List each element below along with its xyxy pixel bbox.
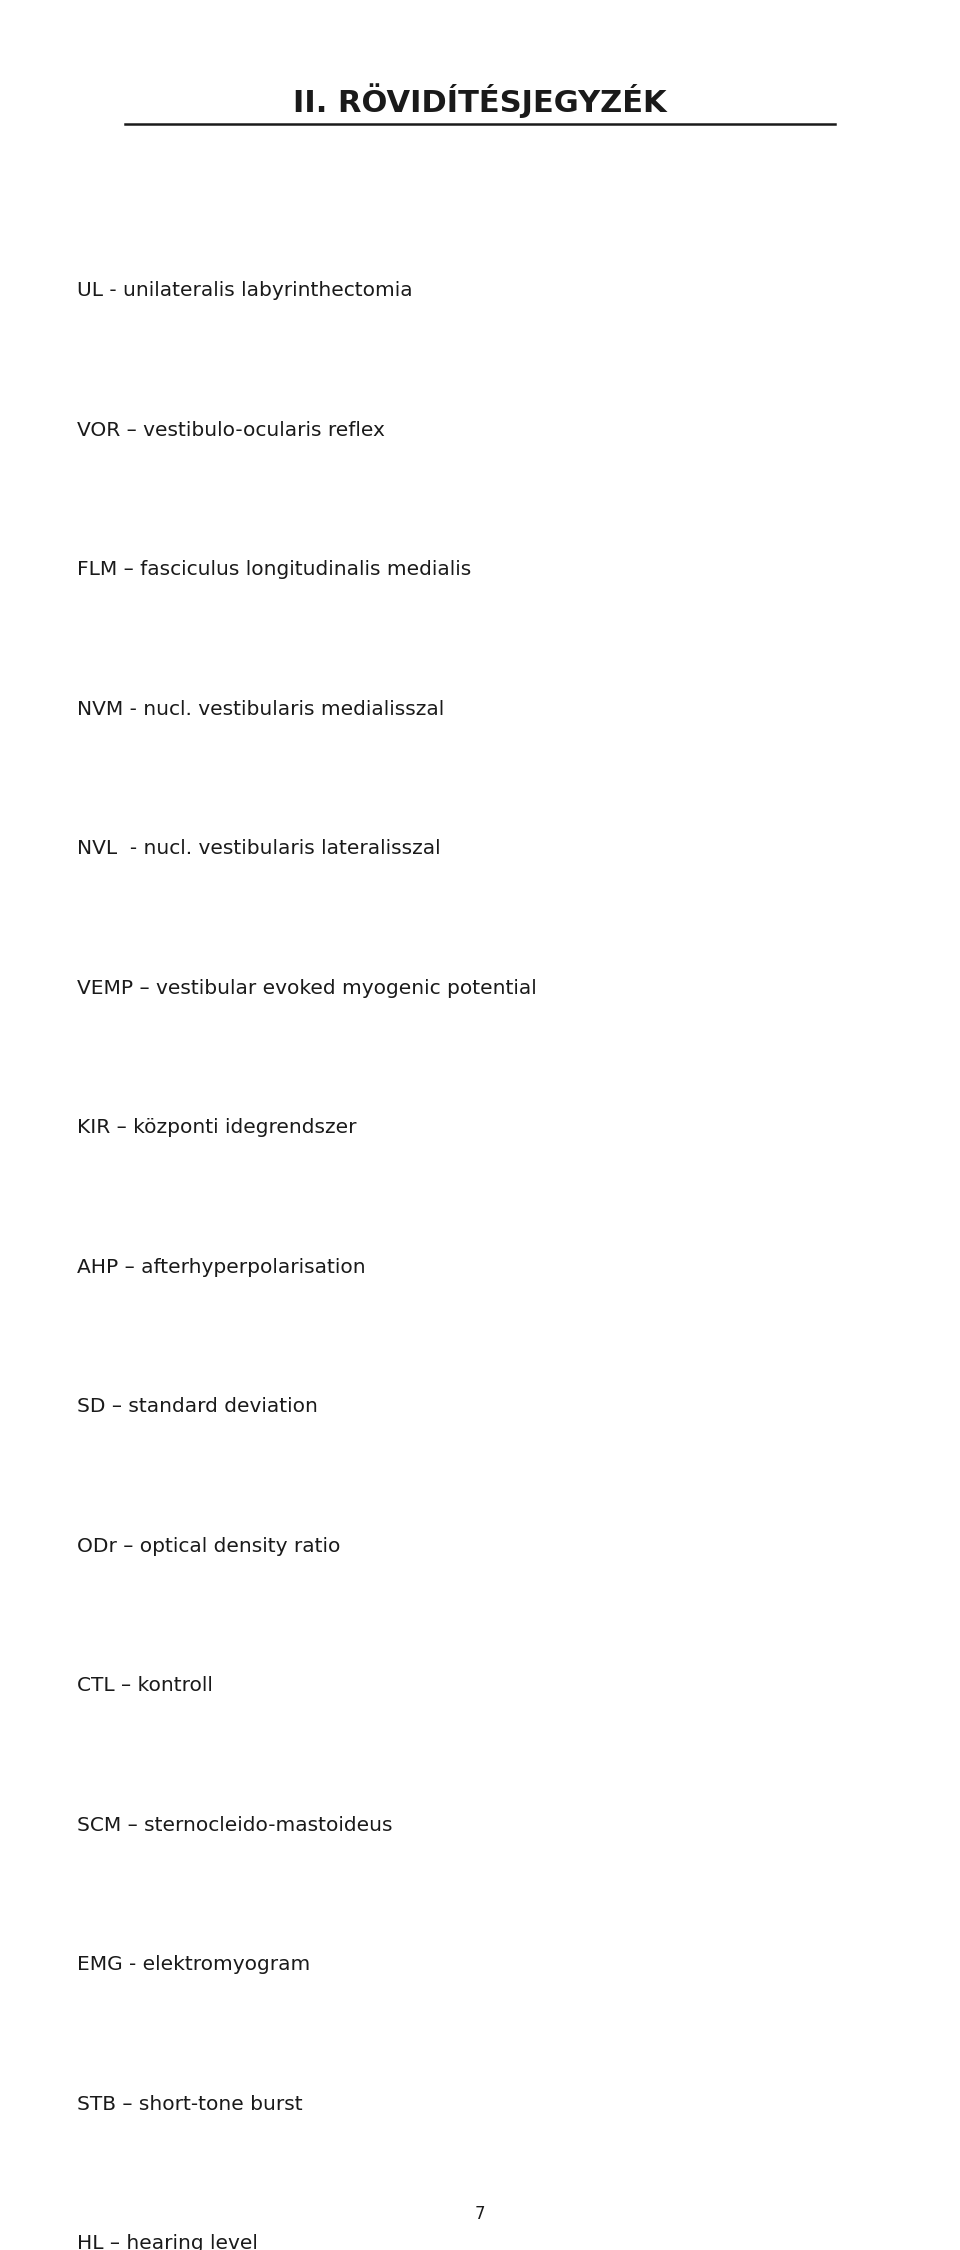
Text: EMG - elektromyogram: EMG - elektromyogram xyxy=(77,1955,310,1973)
Text: AHP – afterhyperpolarisation: AHP – afterhyperpolarisation xyxy=(77,1258,366,1276)
Text: 7: 7 xyxy=(475,2205,485,2223)
Text: VEMP – vestibular evoked myogenic potential: VEMP – vestibular evoked myogenic potent… xyxy=(77,979,537,997)
Text: SCM – sternocleido-mastoideus: SCM – sternocleido-mastoideus xyxy=(77,1816,393,1834)
Text: STB – short-tone burst: STB – short-tone burst xyxy=(77,2095,302,2113)
Text: FLM – fasciculus longitudinalis medialis: FLM – fasciculus longitudinalis medialis xyxy=(77,560,471,578)
Text: NVL  - nucl. vestibularis lateralisszal: NVL - nucl. vestibularis lateralisszal xyxy=(77,839,441,857)
Text: HL – hearing level: HL – hearing level xyxy=(77,2234,257,2250)
Text: ODr – optical density ratio: ODr – optical density ratio xyxy=(77,1537,340,1555)
Text: CTL – kontroll: CTL – kontroll xyxy=(77,1676,213,1694)
Text: SD – standard deviation: SD – standard deviation xyxy=(77,1397,318,1415)
Text: KIR – központi idegrendszer: KIR – központi idegrendszer xyxy=(77,1118,356,1136)
Text: NVM - nucl. vestibularis medialisszal: NVM - nucl. vestibularis medialisszal xyxy=(77,700,444,718)
Text: VOR – vestibulo-ocularis reflex: VOR – vestibulo-ocularis reflex xyxy=(77,421,385,439)
Text: UL - unilateralis labyrinthectomia: UL - unilateralis labyrinthectomia xyxy=(77,281,413,299)
Text: II. RÖVIDÍTÉSJEGYZÉK: II. RÖVIDÍTÉSJEGYZÉK xyxy=(293,83,667,117)
